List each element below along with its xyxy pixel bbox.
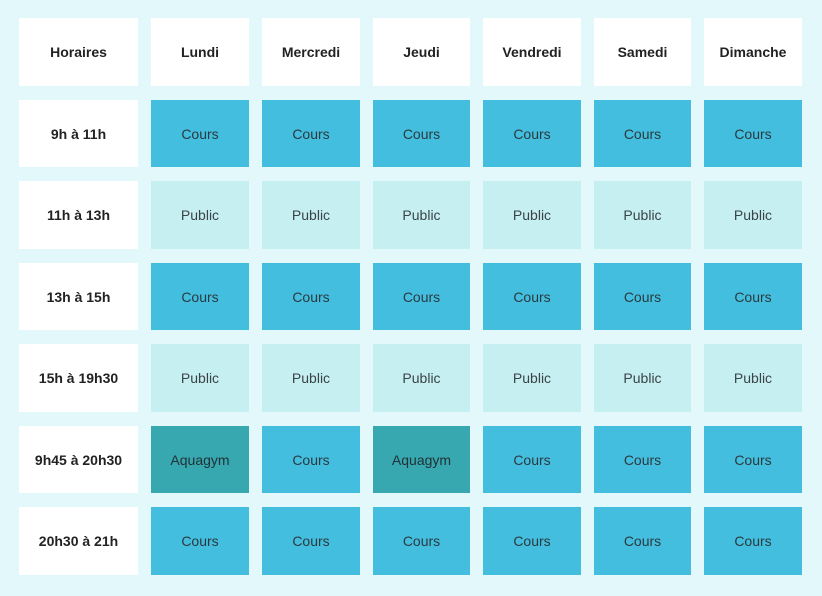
time-slot-cell: 13h à 15h bbox=[19, 263, 138, 330]
header-cell-day: Samedi bbox=[594, 18, 691, 86]
session-cell: Cours bbox=[373, 100, 470, 167]
session-cell: Public bbox=[704, 181, 802, 249]
header-cell-day: Vendredi bbox=[483, 18, 581, 86]
session-cell: Cours bbox=[704, 263, 802, 330]
header-cell-horaires: Horaires bbox=[19, 18, 138, 86]
time-slot-cell: 11h à 13h bbox=[19, 181, 138, 249]
session-cell: Cours bbox=[262, 100, 360, 167]
session-cell: Public bbox=[483, 344, 581, 412]
session-cell: Cours bbox=[483, 263, 581, 330]
session-cell: Cours bbox=[151, 507, 249, 575]
time-slot-cell: 20h30 à 21h bbox=[19, 507, 138, 575]
session-cell: Public bbox=[594, 344, 691, 412]
session-cell: Public bbox=[483, 181, 581, 249]
header-cell-day: Jeudi bbox=[373, 18, 470, 86]
session-cell: Cours bbox=[151, 263, 249, 330]
session-cell: Cours bbox=[262, 426, 360, 493]
session-cell: Cours bbox=[373, 507, 470, 575]
session-cell: Public bbox=[373, 344, 470, 412]
session-cell: Aquagym bbox=[151, 426, 249, 493]
session-cell: Public bbox=[373, 181, 470, 249]
session-cell: Public bbox=[151, 344, 249, 412]
session-cell: Cours bbox=[704, 100, 802, 167]
time-slot-cell: 9h45 à 20h30 bbox=[19, 426, 138, 493]
session-cell: Cours bbox=[594, 100, 691, 167]
session-cell: Cours bbox=[151, 100, 249, 167]
session-cell: Public bbox=[594, 181, 691, 249]
time-slot-cell: 15h à 19h30 bbox=[19, 344, 138, 412]
session-cell: Cours bbox=[483, 100, 581, 167]
session-cell: Cours bbox=[483, 426, 581, 493]
session-cell: Cours bbox=[483, 507, 581, 575]
session-cell: Cours bbox=[594, 263, 691, 330]
session-cell: Cours bbox=[373, 263, 470, 330]
session-cell: Aquagym bbox=[373, 426, 470, 493]
session-cell: Cours bbox=[262, 263, 360, 330]
session-cell: Cours bbox=[704, 426, 802, 493]
session-cell: Cours bbox=[262, 507, 360, 575]
session-cell: Cours bbox=[704, 507, 802, 575]
session-cell: Public bbox=[704, 344, 802, 412]
session-cell: Public bbox=[262, 344, 360, 412]
header-cell-day: Dimanche bbox=[704, 18, 802, 86]
header-cell-day: Lundi bbox=[151, 18, 249, 86]
time-slot-cell: 9h à 11h bbox=[19, 100, 138, 167]
session-cell: Public bbox=[262, 181, 360, 249]
session-cell: Cours bbox=[594, 426, 691, 493]
session-cell: Cours bbox=[594, 507, 691, 575]
header-cell-day: Mercredi bbox=[262, 18, 360, 86]
session-cell: Public bbox=[151, 181, 249, 249]
